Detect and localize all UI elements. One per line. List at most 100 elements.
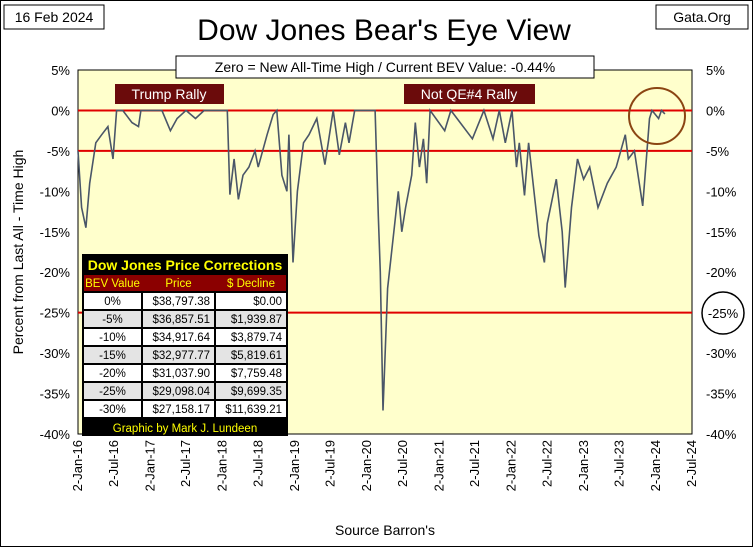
- table-cell: $9,699.35: [231, 386, 282, 398]
- table-cell: $27,158.17: [152, 404, 210, 416]
- y-tick-label-left: -40%: [40, 427, 71, 442]
- y-tick-label-right: -30%: [706, 346, 737, 361]
- table-cell: -20%: [99, 368, 126, 380]
- x-axis-label: Source Barron's: [335, 522, 435, 538]
- y-tick-label-right: -20%: [706, 265, 737, 280]
- y-tick-label-left: -25%: [40, 306, 71, 321]
- site-box: [655, 4, 749, 30]
- x-tick-label: 2-Jan-17: [142, 440, 157, 491]
- y-tick-label-left: -10%: [40, 184, 71, 199]
- x-tick-label: 2-Jul-22: [539, 440, 554, 487]
- table-cell-bg: [143, 329, 214, 345]
- table-cell-bg: [143, 347, 214, 363]
- table-cell-bg: [143, 383, 214, 399]
- table-cell-bg: [216, 311, 286, 327]
- y-tick-label-left: 5%: [51, 63, 70, 78]
- y-axis-label: Percent from Last All - Time High: [10, 150, 26, 355]
- subtitle-box: [175, 55, 595, 79]
- table-cell-bg: [216, 347, 286, 363]
- table-credit: Graphic by Mark J. Lundeen: [113, 423, 257, 435]
- table-cell-bg: [84, 401, 141, 417]
- table-cell: $38,797.38: [152, 296, 210, 308]
- table-cell-bg: [84, 383, 141, 399]
- table-cell: $36,857.51: [152, 314, 210, 326]
- trump-rally-box: [115, 84, 224, 104]
- table-cell: -5%: [102, 314, 122, 326]
- table-cell: -25%: [99, 386, 126, 398]
- table-cell-bg: [143, 311, 214, 327]
- x-tick-label: 2-Jul-23: [612, 440, 627, 487]
- circled-tick-label: -25%: [708, 306, 739, 321]
- table-cell: $31,037.90: [152, 368, 210, 380]
- x-tick-label: 2-Jan-16: [70, 440, 85, 491]
- y-tick-label-right: -10%: [706, 184, 737, 199]
- right-axis-highlight-circle: [701, 291, 745, 335]
- table-header-cell: $ Decline: [227, 278, 275, 290]
- table-cell-bg: [84, 347, 141, 363]
- table-header-cell: Price: [165, 278, 191, 290]
- x-tick-label: 2-Jul-24: [684, 440, 699, 487]
- x-tick-label: 2-Jan-21: [431, 440, 446, 491]
- table-cell-bg: [143, 293, 214, 309]
- table-cell: $7,759.48: [231, 368, 282, 380]
- x-tick-label: 2-Jul-21: [467, 440, 482, 487]
- x-tick-label: 2-Jan-22: [504, 440, 519, 491]
- table-cell: -30%: [99, 404, 126, 416]
- y-tick-label-left: -5%: [47, 144, 71, 159]
- series-line: [77, 108, 666, 411]
- x-tick-label: 2-Jan-24: [648, 440, 663, 491]
- y-tick-label-right: -40%: [706, 427, 737, 442]
- table-cell: $32,977.77: [152, 350, 210, 362]
- y-tick-label-left: -35%: [40, 387, 71, 402]
- table-cell-bg: [216, 383, 286, 399]
- table-cell-bg: [84, 293, 141, 309]
- y-tick-label-left: -30%: [40, 346, 71, 361]
- site-label: Gata.Org: [673, 9, 731, 25]
- table-cell: -10%: [99, 332, 126, 344]
- table-header-row: BEV Value Price $ Decline: [84, 275, 286, 291]
- y-tick-label-right: -35%: [706, 387, 737, 402]
- table-title: Dow Jones Price Corrections: [88, 257, 283, 273]
- date-label: 16 Feb 2024: [15, 9, 94, 25]
- qe4-rally-box: [404, 84, 535, 104]
- x-tick-label: 2-Jan-18: [215, 440, 230, 491]
- table-cell: -15%: [99, 350, 126, 362]
- x-ticks: 2-Jan-16 2-Jul-16 2-Jan-17 2-Jul-17 2-Jan-18…: [70, 440, 699, 491]
- y-tick-label-right: 5%: [706, 63, 725, 78]
- y-tick-label-left: -20%: [40, 265, 71, 280]
- table-body: 0% $38,797.38 $0.00 -5% $36,857.51 $1,939.87 -…: [84, 293, 286, 417]
- y-tick-label-right: 0%: [706, 103, 725, 118]
- table-cell: 0%: [104, 296, 121, 308]
- x-tick-label: 2-Jan-20: [359, 440, 374, 491]
- x-tick-label: 2-Jul-16: [106, 440, 121, 487]
- table-header-cell: BEV Value: [85, 278, 140, 290]
- y-tick-label-left: 0%: [51, 103, 70, 118]
- x-tick-label: 2-Jul-20: [395, 440, 410, 487]
- date-box: [3, 4, 105, 30]
- x-tick-label: 2-Jan-19: [287, 440, 302, 491]
- table-cell-bg: [84, 311, 141, 327]
- chart-subtitle: Zero = New All-Time High / Current BEV V…: [215, 59, 555, 75]
- table-header-bg: [84, 275, 286, 291]
- table-cell: $1,939.87: [231, 314, 282, 326]
- y-tick-label-right: -15%: [706, 225, 737, 240]
- trump-rally-label: Trump Rally: [132, 86, 207, 102]
- table-cell: $3,879.74: [231, 332, 283, 344]
- x-tick-label: 2-Jul-17: [178, 440, 193, 487]
- y-tick-label-right: -5%: [706, 144, 730, 159]
- table-cell-bg: [143, 365, 214, 381]
- y-ticks-right: 5% 0% -5% -10% -15% -20% -30% -35% -40%: [706, 63, 737, 442]
- table-cell-bg: [143, 401, 214, 417]
- y-ticks-left: 5% 0% -5% -10% -15% -20% -25% -30% -35% -40%: [40, 63, 71, 442]
- table-cell-bg: [216, 329, 286, 345]
- table-cell: $11,639.21: [225, 404, 282, 416]
- table-cell-bg: [216, 293, 286, 309]
- table-cell-bg: [84, 365, 141, 381]
- corrections-table: Dow Jones Price Corrections BEV Value Pri…: [82, 254, 288, 436]
- y-tick-label-left: -15%: [40, 225, 71, 240]
- x-tick-label: 2-Jan-23: [576, 440, 591, 491]
- table-cell: $0.00: [253, 296, 282, 308]
- table-cell: $34,917.64: [152, 332, 210, 344]
- table-cell-bg: [216, 401, 286, 417]
